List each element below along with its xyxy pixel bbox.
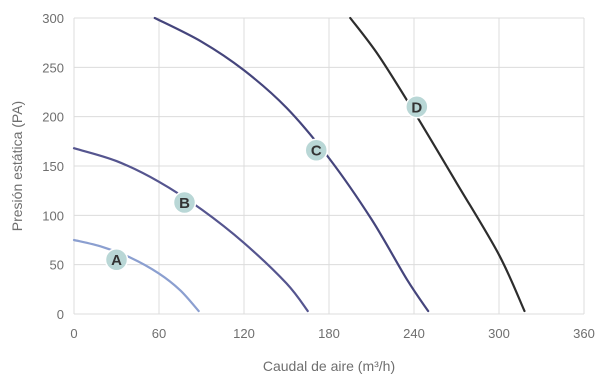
grid bbox=[73, 17, 585, 315]
curve-label-text: C bbox=[311, 143, 322, 160]
series-line-c bbox=[153, 16, 430, 313]
x-tick-label: 240 bbox=[403, 326, 425, 341]
curve-label-c: C bbox=[304, 138, 328, 162]
x-tick-label: 180 bbox=[318, 326, 340, 341]
curve-label-badge bbox=[172, 190, 197, 215]
curve-label-a: A bbox=[104, 247, 129, 272]
y-tick-label: 0 bbox=[57, 307, 64, 322]
y-tick-label: 150 bbox=[42, 159, 64, 174]
curve-label-badge bbox=[104, 247, 129, 272]
curve-labels: A B C D bbox=[104, 95, 429, 272]
curve-label-badge bbox=[405, 95, 429, 119]
series-lines bbox=[72, 16, 526, 313]
x-tick-label: 0 bbox=[70, 326, 77, 341]
x-tick-label: 360 bbox=[573, 326, 595, 341]
y-tick-label: 50 bbox=[50, 258, 64, 273]
y-axis-title: Presión estática (PA) bbox=[9, 101, 25, 231]
curve-label-badge bbox=[304, 138, 328, 162]
y-tick-label: 250 bbox=[42, 60, 64, 75]
y-axis-ticks: 0 50 100 150 200 250 300 bbox=[42, 11, 64, 322]
curve-label-text: D bbox=[411, 99, 422, 116]
x-tick-label: 60 bbox=[152, 326, 166, 341]
series-line-d bbox=[349, 16, 526, 313]
curve-label-text: A bbox=[111, 252, 122, 269]
curve-label-d: D bbox=[405, 95, 429, 119]
series-line-a bbox=[72, 238, 200, 313]
x-tick-label: 120 bbox=[233, 326, 255, 341]
series-line-b bbox=[72, 147, 309, 313]
y-tick-label: 100 bbox=[42, 208, 64, 223]
x-axis-title: Caudal de aire (m³/h) bbox=[263, 358, 395, 374]
curve-label-b: B bbox=[172, 190, 197, 215]
y-tick-label: 300 bbox=[42, 11, 64, 26]
y-tick-label: 200 bbox=[42, 110, 64, 125]
x-axis-ticks: 0 60 120 180 240 300 360 bbox=[70, 326, 594, 341]
x-tick-label: 300 bbox=[488, 326, 510, 341]
curve-label-text: B bbox=[179, 195, 190, 212]
